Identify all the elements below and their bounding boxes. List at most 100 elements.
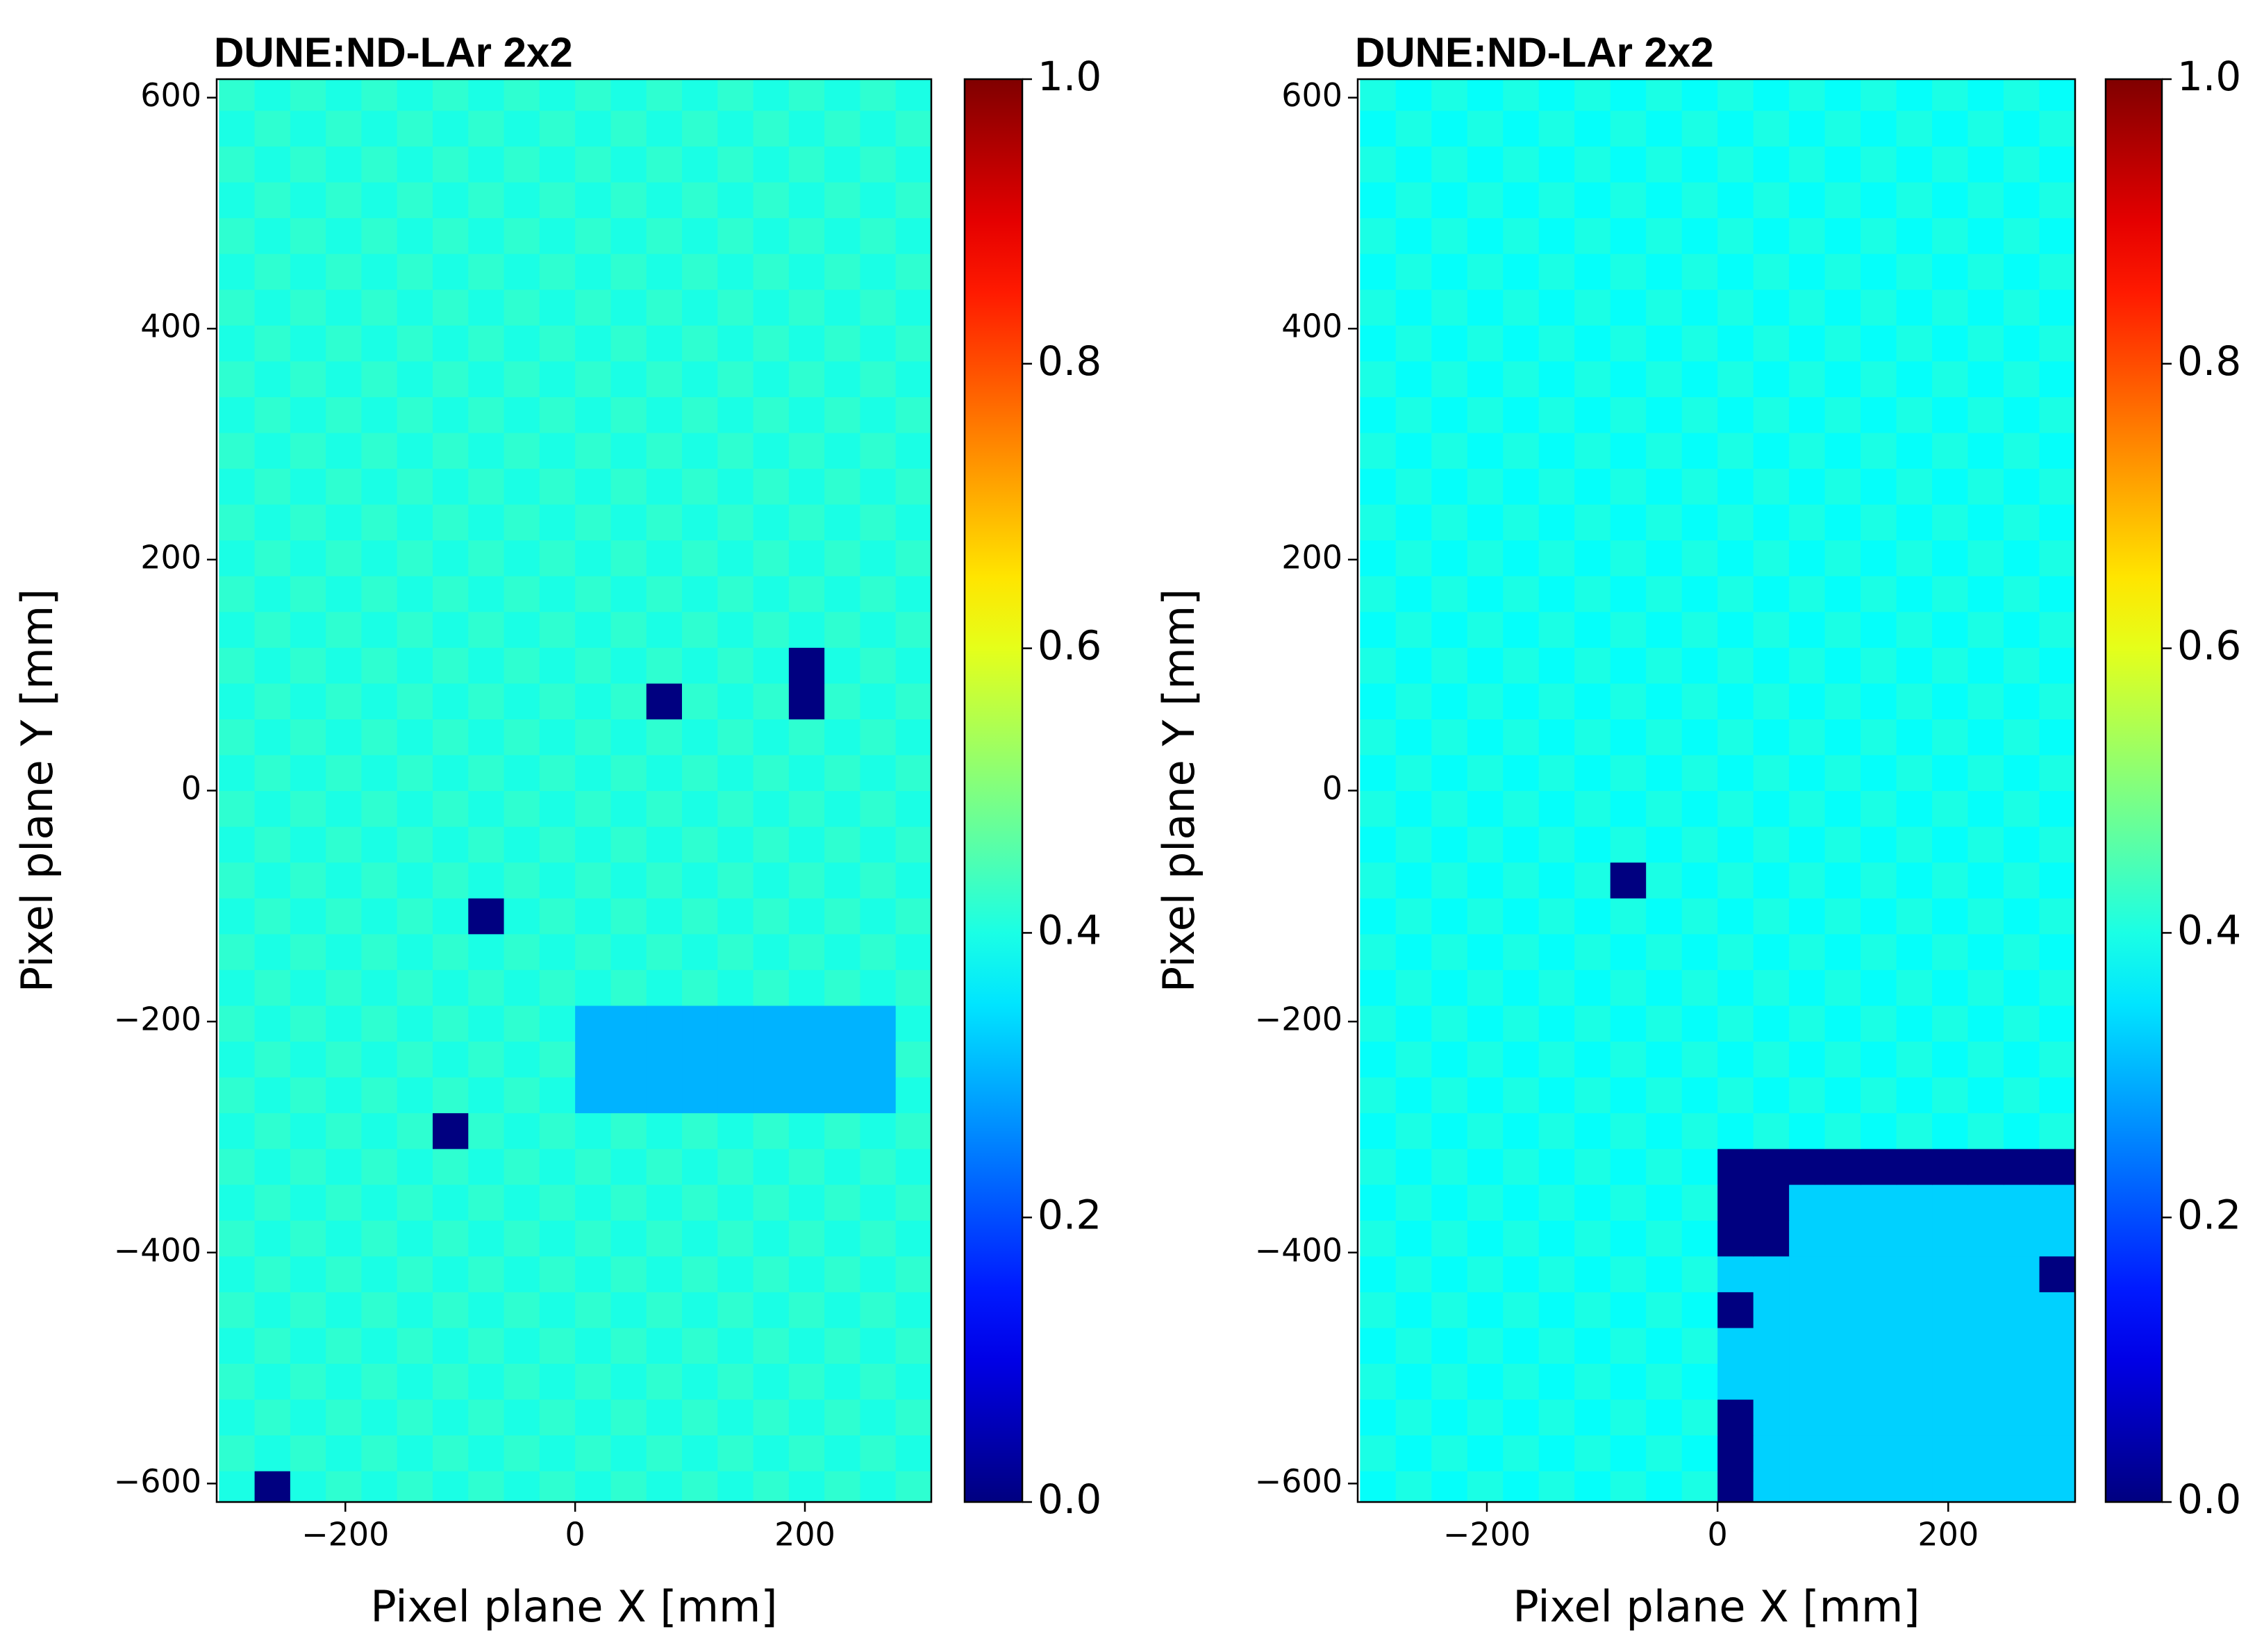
heatmap-cell — [1861, 683, 1897, 719]
heatmap-cell — [219, 540, 256, 576]
heatmap-cell — [1932, 1292, 1969, 1328]
heatmap-cell — [824, 1327, 861, 1365]
heatmap-cell — [433, 1292, 469, 1328]
heatmap-cell — [1753, 826, 1790, 863]
heatmap-cell — [1431, 540, 1468, 576]
heatmap-cell — [895, 1471, 931, 1502]
heatmap-cell — [824, 1292, 861, 1328]
heatmap-cell — [1861, 611, 1897, 648]
heatmap-cell — [1861, 253, 1897, 290]
heatmap-cell — [1431, 1435, 1468, 1471]
heatmap-cell — [254, 1471, 291, 1502]
heatmap-cell — [1467, 397, 1504, 433]
heatmap-cell — [2039, 289, 2075, 326]
heatmap-cell — [1896, 611, 1933, 648]
heatmap-cell — [433, 432, 469, 469]
heatmap-cell — [610, 79, 647, 111]
heatmap-cell — [361, 969, 398, 1006]
heatmap-cell — [1646, 1327, 1683, 1365]
heatmap-cell — [1431, 79, 1468, 111]
heatmap-cell — [1753, 576, 1790, 612]
heatmap-cell — [753, 110, 790, 147]
heatmap-cell — [1717, 1327, 1754, 1365]
heatmap-cell — [254, 504, 291, 541]
heatmap-cell — [1360, 1076, 1397, 1114]
heatmap-cell — [1861, 1255, 1897, 1292]
heatmap-cell — [1360, 754, 1397, 792]
heatmap-cell — [1538, 1005, 1575, 1042]
heatmap-cell — [1789, 611, 1826, 648]
heatmap-cell — [468, 1363, 505, 1400]
heatmap-cell — [503, 1399, 540, 1436]
heatmap-cell — [219, 110, 256, 147]
heatmap-cell — [1431, 146, 1468, 183]
heatmap-cell — [610, 1363, 647, 1400]
heatmap-cell — [2039, 1435, 2075, 1471]
heatmap-cell — [1360, 862, 1397, 899]
colorbar-tick-label: 0.4 — [2177, 907, 2241, 954]
heatmap-cell — [433, 1399, 469, 1436]
heatmap-cell — [290, 1399, 326, 1436]
heatmap-cell — [1896, 1184, 1933, 1221]
heatmap-cell — [753, 933, 790, 970]
heatmap-cell — [1967, 253, 2004, 290]
heatmap-cell — [1681, 1435, 1718, 1471]
heatmap-cell — [2039, 360, 2075, 397]
heatmap-cell — [1932, 1184, 1969, 1221]
heatmap-cell — [1932, 110, 1969, 147]
heatmap-cell — [468, 468, 505, 505]
heatmap-cell — [1861, 754, 1897, 792]
heatmap-cell — [1717, 540, 1754, 576]
heatmap-cell — [1431, 1255, 1468, 1292]
heatmap-cell — [824, 1399, 861, 1436]
heatmap-cell — [824, 969, 861, 1006]
heatmap-cell — [610, 1112, 647, 1149]
heatmap-cell — [1789, 253, 1826, 290]
heatmap-cell — [824, 79, 861, 111]
heatmap-cell — [1753, 253, 1790, 290]
heatmap-cell — [1967, 1041, 2004, 1078]
heatmap-cell — [788, 719, 825, 756]
heatmap-cell — [397, 647, 433, 684]
heatmap-cell — [1467, 1471, 1504, 1502]
heatmap-cell — [468, 79, 505, 111]
heatmap-cell — [1753, 504, 1790, 541]
heatmap-cell — [1467, 360, 1504, 397]
heatmap-cell — [824, 217, 861, 254]
heatmap-cell — [2039, 110, 2075, 147]
heatmap-cell — [788, 146, 825, 183]
heatmap-cell — [2004, 217, 2040, 254]
heatmap-cell — [1896, 289, 1933, 326]
heatmap-cell — [397, 1076, 433, 1114]
heatmap-cell — [717, 611, 754, 648]
heatmap-cell — [1574, 325, 1611, 362]
heatmap-cell — [361, 253, 398, 290]
heatmap-cell — [753, 1041, 790, 1078]
heatmap-cell — [824, 360, 861, 397]
heatmap-cell — [717, 1076, 754, 1114]
heatmap-cell — [539, 1435, 576, 1471]
heatmap-cell — [1646, 253, 1683, 290]
y-tick-label: −600 — [1255, 1462, 1342, 1500]
heatmap-cell — [1646, 826, 1683, 863]
heatmap-cell — [753, 1005, 790, 1042]
heatmap-cell — [1395, 432, 1432, 469]
heatmap-cell — [1467, 468, 1504, 505]
heatmap-cell — [397, 146, 433, 183]
heatmap-cell — [1503, 862, 1540, 899]
heatmap-cell — [1932, 1327, 1969, 1365]
heatmap-cell — [397, 1005, 433, 1042]
heatmap-cell — [1896, 719, 1933, 756]
heatmap-cell — [1967, 540, 2004, 576]
heatmap-cell — [1861, 146, 1897, 183]
heatmap-cell — [254, 79, 291, 111]
heatmap-cell — [539, 611, 576, 648]
heatmap-cell — [1824, 432, 1861, 469]
heatmap-cell — [1967, 898, 2004, 935]
heatmap-cell — [1538, 79, 1575, 111]
heatmap-cell — [1431, 182, 1468, 219]
heatmap-cell — [682, 933, 718, 970]
heatmap-cell — [646, 432, 683, 469]
heatmap-cell — [254, 1292, 291, 1328]
heatmap-cell — [1574, 754, 1611, 792]
